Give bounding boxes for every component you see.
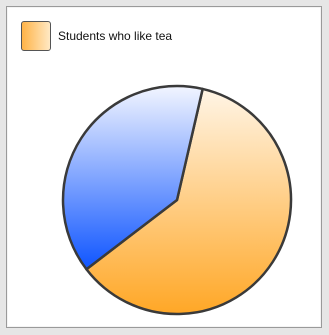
- pie-slice-other: [61, 84, 204, 271]
- chart-frame: Students who like tea: [6, 6, 322, 328]
- legend-label-tea: Students who like tea: [58, 29, 173, 43]
- legend: Students who like tea: [21, 21, 172, 51]
- legend-swatch-tea: [21, 21, 51, 51]
- pie-chart: [61, 84, 293, 316]
- pie-slice-tea: [85, 87, 293, 316]
